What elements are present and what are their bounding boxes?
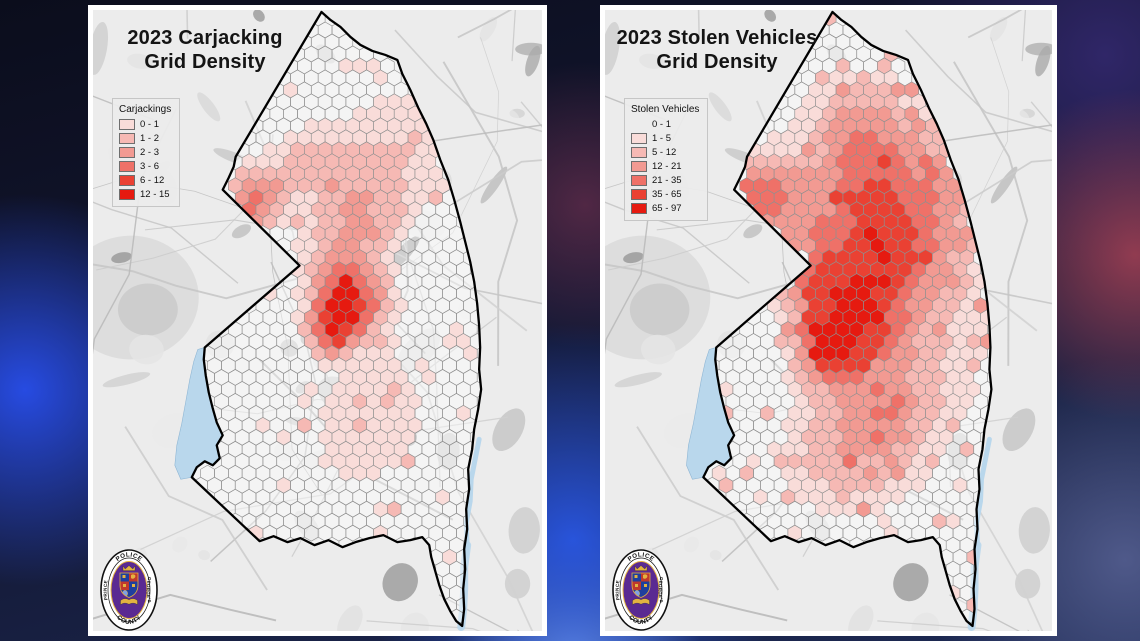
legend-swatch: [119, 119, 135, 130]
svg-text:COUNTY: COUNTY: [115, 614, 143, 626]
legend-class-row: 5 - 12: [631, 147, 699, 158]
legend-class-label: 1 - 2: [140, 133, 160, 144]
legend-swatch: [631, 189, 647, 200]
legend-swatch: [119, 189, 135, 200]
legend-class-label: 12 - 15: [140, 189, 170, 200]
legend-swatch: [631, 147, 647, 158]
legend-swatch: [119, 147, 135, 158]
legend-class-row: 1 - 2: [119, 133, 171, 144]
police-badge: POLICE COUNTY PRINCE GEORGE'S: [612, 549, 670, 631]
legend-class-row: 12 - 15: [119, 189, 171, 200]
legend-class-label: 3 - 6: [140, 161, 160, 172]
svg-text:GEORGE'S: GEORGE'S: [658, 577, 665, 604]
svg-text:GEORGE'S: GEORGE'S: [146, 577, 153, 604]
carjacking-map-panel: 2023 Carjacking Grid Density Carjackings…: [88, 5, 547, 636]
hex-density-grid: [704, 11, 992, 626]
legend-class-row: 0 - 1: [631, 119, 699, 130]
legend-swatch: [631, 161, 647, 172]
legend-class-row: 21 - 35: [631, 175, 699, 186]
legend-class-label: 12 - 21: [652, 161, 682, 172]
legend-class-label: 21 - 35: [652, 175, 682, 186]
legend-class-row: 6 - 12: [119, 175, 171, 186]
legend-class-row: 35 - 65: [631, 189, 699, 200]
svg-text:POLICE: POLICE: [627, 551, 656, 563]
legend-swatch: [631, 119, 647, 130]
legend-class-row: 3 - 6: [119, 161, 171, 172]
legend-carjackings: Carjackings 0 - 1 1 - 2 2 - 3 3 - 6 6 - 12 12…: [112, 98, 181, 207]
police-badge: POLICE COUNTY PRINCE GEORGE'S: [100, 549, 158, 631]
legend-class-label: 0 - 1: [140, 119, 160, 130]
county-boundary: [702, 10, 993, 628]
legend-swatch: [119, 161, 135, 172]
legend-swatch: [631, 175, 647, 186]
legend-class-row: 0 - 1: [119, 119, 171, 130]
legend-class-label: 5 - 12: [652, 147, 677, 158]
legend-stolen-vehicles: Stolen Vehicles 0 - 1 1 - 5 5 - 12 12 - 21 2…: [624, 98, 709, 221]
legend-class-row: 65 - 97: [631, 203, 699, 214]
stolen-vehicles-density-map: [605, 10, 1052, 631]
legend-class-row: 12 - 21: [631, 161, 699, 172]
svg-text:PRINCE: PRINCE: [103, 580, 109, 601]
legend-title: Stolen Vehicles: [631, 104, 700, 115]
svg-text:PRINCE: PRINCE: [615, 580, 621, 601]
legend-class-label: 1 - 5: [652, 133, 672, 144]
legend-class-label: 35 - 65: [652, 189, 682, 200]
legend-swatch: [119, 175, 135, 186]
legend-class-row: 1 - 5: [631, 133, 699, 144]
svg-text:COUNTY: COUNTY: [627, 614, 655, 626]
legend-class-label: 2 - 3: [140, 147, 160, 158]
legend-swatch: [119, 133, 135, 144]
legend-title: Carjackings: [119, 104, 172, 115]
legend-rows: 0 - 1 1 - 5 5 - 12 12 - 21 21 - 35 35 - 65 65 …: [631, 119, 699, 214]
legend-swatch: [631, 133, 647, 144]
legend-class-row: 2 - 3: [119, 147, 171, 158]
legend-swatch: [631, 203, 647, 214]
legend-class-label: 65 - 97: [652, 203, 682, 214]
hex-density-grid: [193, 11, 482, 626]
legend-rows: 0 - 1 1 - 2 2 - 3 3 - 6 6 - 12 12 - 15: [119, 119, 171, 200]
stolen-vehicles-map-panel: 2023 Stolen Vehicles Grid Density Stolen…: [600, 5, 1057, 636]
svg-text:POLICE: POLICE: [115, 551, 144, 563]
carjacking-density-map: [93, 10, 542, 631]
county-boundary: [190, 10, 483, 628]
legend-class-label: 0 - 1: [652, 119, 672, 130]
legend-class-label: 6 - 12: [140, 175, 165, 186]
